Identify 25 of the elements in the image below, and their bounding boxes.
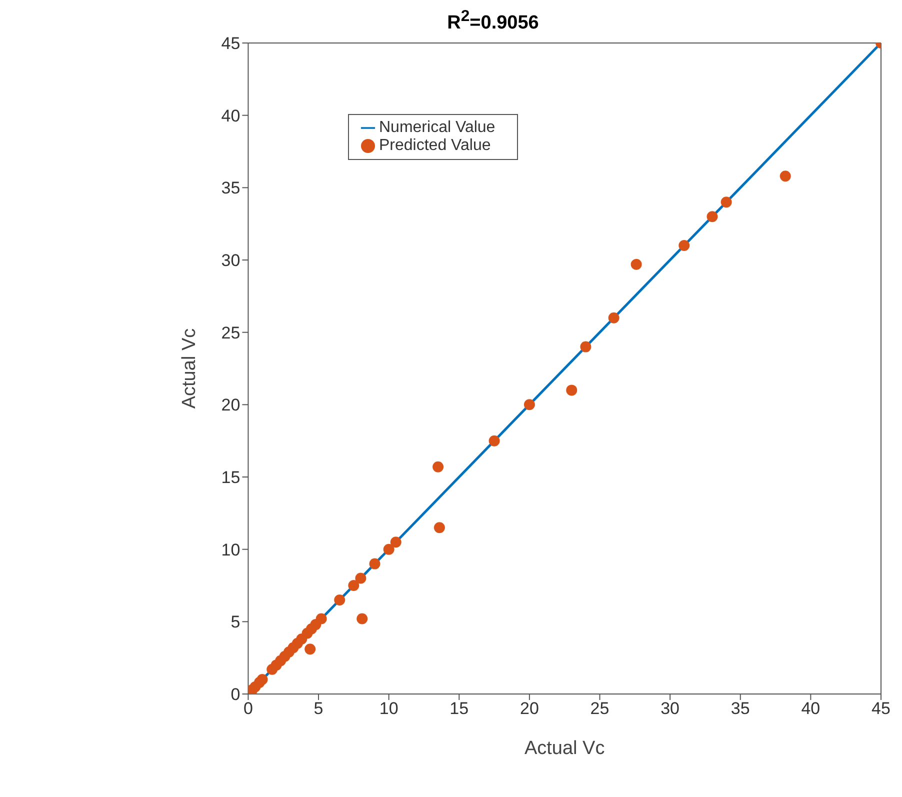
y-tick-label: 35 [221, 179, 240, 198]
y-tick-label: 30 [221, 251, 240, 270]
x-tick-label: 5 [314, 699, 324, 718]
x-tick-label: 40 [801, 699, 820, 718]
y-tick-label: 0 [230, 685, 240, 704]
x-tick-label: 45 [872, 699, 890, 718]
legend-label: Numerical Value [379, 119, 496, 136]
y-tick-label: 10 [221, 540, 240, 560]
x-tick-label: 20 [520, 699, 539, 718]
y-tick-label: 5 [230, 613, 240, 632]
legend-label: Predicted Value [379, 137, 491, 154]
y-tick-label: 25 [221, 324, 240, 343]
y-axis-title: Actual Vc [178, 328, 200, 409]
y-tick-label: 15 [221, 468, 240, 488]
x-tick-label: 15 [450, 699, 469, 718]
y-tick-label: 45 [221, 34, 240, 54]
x-tick-label: 0 [243, 699, 253, 718]
x-tick-label: 35 [730, 699, 750, 718]
x-tick-label: 30 [660, 699, 680, 718]
y-tick-label: 20 [221, 396, 240, 416]
y-tick-label: 40 [221, 106, 240, 126]
x-axis-title: Actual Vc [524, 738, 605, 760]
x-tick-label: 25 [590, 699, 610, 718]
x-tick-label: 10 [379, 699, 398, 718]
chart-title: R$^{2}$=0.9056 [446, 8, 540, 34]
